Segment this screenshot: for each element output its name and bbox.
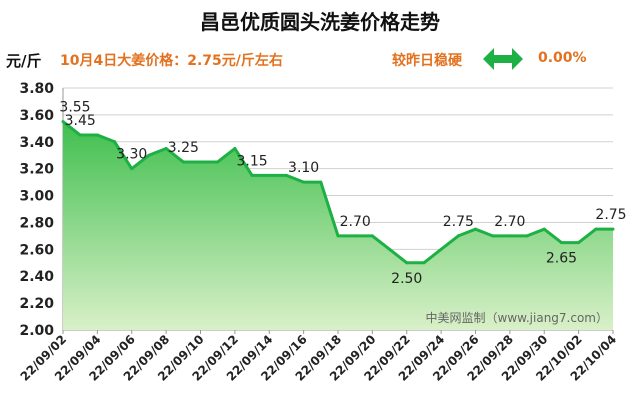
compare-label: 较昨日稳硬 <box>392 53 462 69</box>
data-point <box>147 153 151 157</box>
data-point <box>233 147 237 150</box>
data-label: 3.30 <box>116 147 147 163</box>
y-tick-label: 3.00 <box>19 189 54 205</box>
data-point <box>405 261 409 265</box>
y-tick-label: 3.60 <box>19 108 54 124</box>
y-tick-label: 2.00 <box>19 323 54 339</box>
data-point <box>95 133 99 137</box>
data-point <box>267 173 271 177</box>
data-label: 3.10 <box>288 160 319 176</box>
y-tick-label: 3.80 <box>19 81 54 97</box>
data-label: 3.45 <box>65 113 96 129</box>
data-label: 2.75 <box>595 207 626 223</box>
y-tick-label: 2.40 <box>19 269 54 285</box>
data-point <box>250 173 254 177</box>
data-point <box>319 180 323 184</box>
data-point <box>302 180 306 184</box>
data-point <box>456 234 460 238</box>
data-point <box>474 227 477 231</box>
data-point <box>594 227 598 231</box>
data-point <box>439 247 443 251</box>
data-label: 2.75 <box>443 214 474 230</box>
y-tick-label: 2.80 <box>19 215 54 231</box>
data-point <box>130 167 134 171</box>
data-point <box>199 160 202 164</box>
data-point <box>61 120 65 124</box>
data-point <box>508 234 512 238</box>
price-note: 10月4日大姜价格：2.75元/斤左右 <box>60 53 283 69</box>
data-point <box>78 133 82 137</box>
data-point <box>388 247 392 251</box>
watermark: 中美网监制（www.jiang7.com） <box>426 310 608 325</box>
data-point <box>370 234 374 238</box>
chart-title: 昌邑优质圆头洗姜价格走势 <box>200 10 440 34</box>
y-tick-label: 3.20 <box>19 162 54 178</box>
price-area <box>63 121 613 330</box>
y-tick-label: 3.40 <box>19 135 54 151</box>
data-label: 2.70 <box>494 214 525 230</box>
data-label: 2.65 <box>546 251 577 267</box>
data-point <box>164 147 168 150</box>
data-point <box>284 173 288 177</box>
data-point <box>611 227 615 231</box>
y-tick-label: 2.20 <box>19 296 54 312</box>
data-point <box>577 241 581 245</box>
data-point <box>542 227 546 231</box>
data-point <box>559 241 563 245</box>
data-label: 3.25 <box>168 140 199 156</box>
data-label: 3.15 <box>236 153 267 169</box>
data-label: 3.55 <box>59 100 90 116</box>
double-arrow-icon <box>483 48 523 70</box>
y-tick-label: 2.60 <box>19 242 54 258</box>
data-point <box>422 261 426 265</box>
data-point <box>491 234 495 238</box>
data-label: 2.50 <box>391 271 422 287</box>
data-point <box>113 140 117 144</box>
unit-label: 元/斤 <box>6 52 42 70</box>
data-label: 2.70 <box>340 214 371 230</box>
compare-percent: 0.00% <box>538 50 587 66</box>
data-point <box>336 234 340 238</box>
data-point <box>216 160 220 164</box>
data-point <box>181 160 185 164</box>
data-point <box>353 234 357 238</box>
data-point <box>525 234 529 238</box>
